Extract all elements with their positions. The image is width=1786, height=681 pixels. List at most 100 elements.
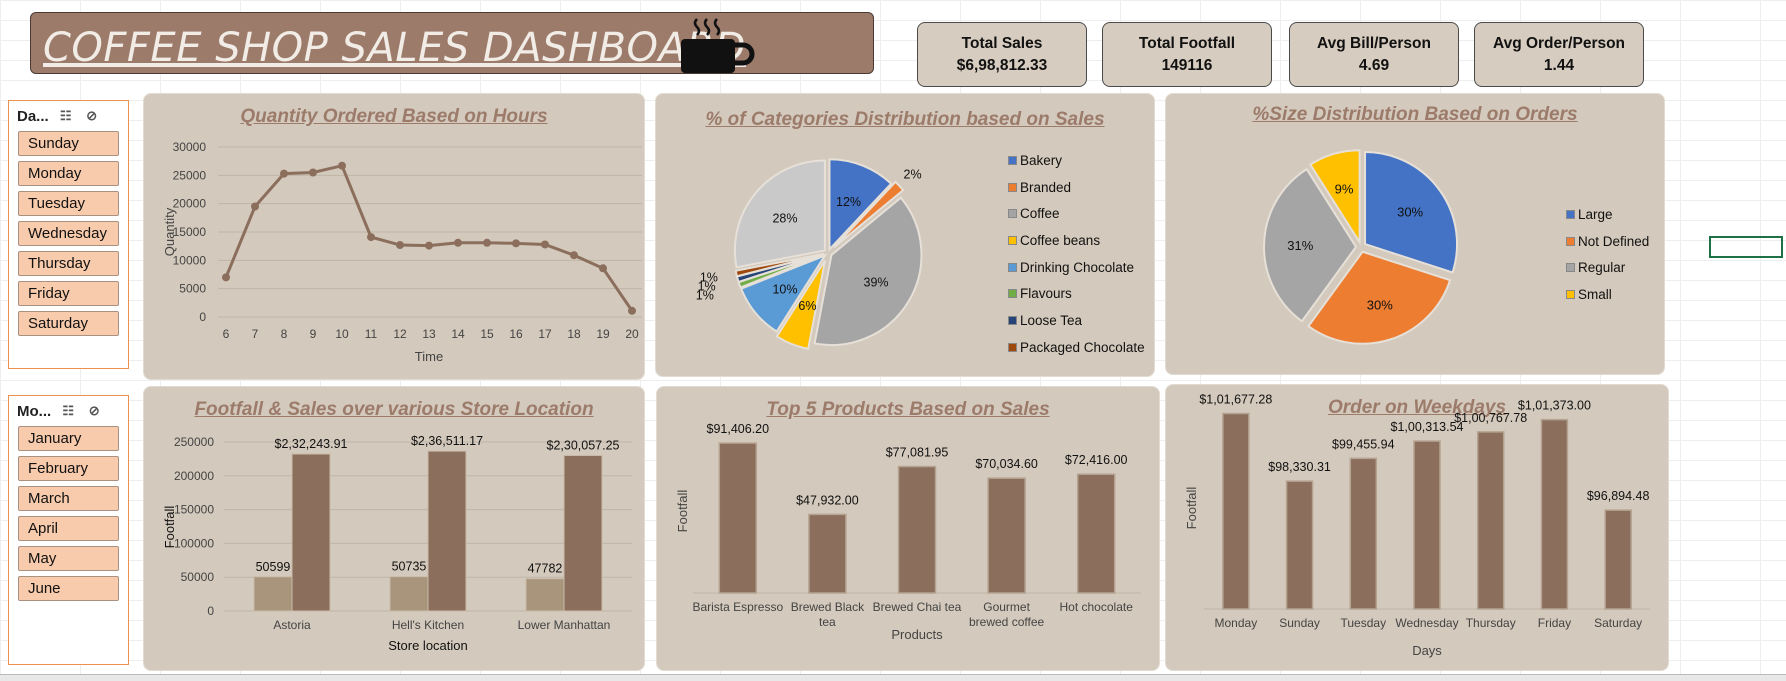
clear-filter-icon[interactable]: ⊘ xyxy=(88,403,100,418)
slice-label: 28% xyxy=(772,211,797,225)
legend-entry: Large xyxy=(1566,201,1649,228)
bar xyxy=(427,450,467,612)
x-tick-label: 11 xyxy=(365,327,378,341)
legend-entry: Loose Tea xyxy=(1008,307,1145,334)
y-tick-label: 0 xyxy=(207,604,214,618)
data-label: $1,00,767.78 xyxy=(1454,411,1527,425)
x-tick-label: Brewed Black xyxy=(791,600,865,614)
dashboard-title-banner: COFFEE SHOP SALES DASHBOARD xyxy=(30,12,874,74)
x-tick-label: Gourmet xyxy=(983,600,1030,614)
data-label: $1,01,677.28 xyxy=(1199,393,1272,407)
x-tick-label: 13 xyxy=(422,327,436,341)
data-label: 47782 xyxy=(528,562,563,576)
products-bar-chart: $91,406.20 Barista Espresso $47,932.00 Brew… xyxy=(675,422,1141,642)
slice-label: 9% xyxy=(1335,182,1354,197)
slice-label: 30% xyxy=(1367,298,1393,313)
y-tick-label: 5000 xyxy=(179,282,206,296)
legend-entry: Coffee xyxy=(1008,200,1145,227)
data-label: $2,30,057.25 xyxy=(547,438,620,452)
pie-slice xyxy=(1308,149,1361,246)
slicer-item-june[interactable]: June xyxy=(18,576,119,601)
pie-slice xyxy=(828,158,893,252)
hours-line-chart: 0 5000 10000 15000 20000 25000 30000 6 7 8 9 10 11 12… xyxy=(162,140,642,364)
x-tick-label: Tuesday xyxy=(1340,616,1386,630)
selected-cell[interactable] xyxy=(1709,236,1783,258)
chart-title: Top 5 Products Based on Sales xyxy=(766,399,1050,420)
slicer-item-thursday[interactable]: Thursday xyxy=(18,251,119,276)
data-label: $2,36,511.17 xyxy=(411,434,483,448)
slicer-item-january[interactable]: January xyxy=(18,426,119,451)
legend-label: Bakery xyxy=(1020,152,1063,168)
dashboard-title: COFFEE SHOP SALES DASHBOARD xyxy=(43,25,746,71)
x-tick-label: Wednesday xyxy=(1395,616,1458,630)
slicer-item-tuesday[interactable]: Tuesday xyxy=(18,191,119,216)
x-tick-label: 17 xyxy=(538,327,552,341)
data-label: $72,416.00 xyxy=(1065,453,1128,467)
kpi-avg-bill: Avg Bill/Person 4.69 xyxy=(1289,22,1459,87)
slice-label: 39% xyxy=(864,275,889,289)
slicer-item-monday[interactable]: Monday xyxy=(18,161,119,186)
data-point xyxy=(425,241,433,250)
x-tick-label: 6 xyxy=(223,327,230,341)
pie-slice xyxy=(739,253,828,333)
locations-bar-chart: 0 50000 100000 150000 200000 250000 50599 $2,32… xyxy=(162,434,632,653)
bar xyxy=(1476,431,1505,610)
data-point xyxy=(570,251,578,260)
slicer-item-may[interactable]: May xyxy=(18,546,119,571)
categories-pie-chart: 12%2%39%6%10%1%1%1%28% xyxy=(696,158,923,351)
data-label: $91,406.20 xyxy=(707,422,770,436)
slicer-item-sunday[interactable]: Sunday xyxy=(18,131,119,156)
x-tick-label: Brewed Chai tea xyxy=(873,600,962,614)
data-point xyxy=(396,241,404,250)
data-point xyxy=(251,202,259,211)
data-label: $47,932.00 xyxy=(796,493,859,507)
legend-entry: Branded xyxy=(1008,174,1145,201)
pie-slice xyxy=(813,196,923,347)
kpi-label: Avg Order/Person xyxy=(1492,35,1626,52)
data-point xyxy=(483,238,491,247)
bar xyxy=(897,465,937,594)
legend-swatch xyxy=(1008,235,1017,245)
weekdays-bar-chart: $1,01,677.28 Monday $98,330.31 Sunday $99,45… xyxy=(1184,393,1650,658)
products-chart-panel: Top 5 Products Based on Sales $91,406.20… xyxy=(656,386,1160,671)
y-tick-label: 10000 xyxy=(173,253,207,267)
legend-label: Drinking Chocolate xyxy=(1020,259,1135,275)
data-point xyxy=(367,233,375,242)
slicer-item-friday[interactable]: Friday xyxy=(18,281,119,306)
y-tick-label: 50000 xyxy=(181,570,215,584)
chart-title: Order on Weekdays xyxy=(1327,397,1507,418)
legend-swatch xyxy=(1008,289,1017,299)
x-tick-label: Saturday xyxy=(1594,616,1642,630)
legend-label: Regular xyxy=(1578,260,1626,276)
slicer-item-april[interactable]: April xyxy=(18,516,119,541)
bar xyxy=(987,477,1026,594)
clear-filter-icon[interactable]: ⊘ xyxy=(86,108,98,123)
data-point xyxy=(599,264,607,273)
slice-label: 1% xyxy=(700,270,718,284)
x-tick-label: Monday xyxy=(1215,616,1258,630)
x-axis-label: Time xyxy=(415,349,443,364)
slicer-item-wednesday[interactable]: Wednesday xyxy=(18,221,119,246)
data-label: $99,455.94 xyxy=(1332,437,1395,451)
y-tick-label: 30000 xyxy=(173,140,207,154)
weekdays-chart-panel: Order on Weekdays $1,01,677.28 Monday $98,… xyxy=(1165,384,1669,671)
data-label: $1,00,313.54 xyxy=(1391,420,1464,434)
slicer-item-saturday[interactable]: Saturday xyxy=(18,311,119,336)
locations-chart-panel: Footfall & Sales over various Store Loca… xyxy=(143,386,645,671)
hours-chart-panel: Quantity Ordered Based on Hours 0 5000 100… xyxy=(143,93,645,380)
multi-select-icon[interactable]: ☷ xyxy=(62,403,74,418)
multi-select-icon[interactable]: ☷ xyxy=(59,108,72,123)
legend-label: Packaged Chocolate xyxy=(1020,339,1145,355)
slicer-item-march[interactable]: March xyxy=(18,486,119,511)
legend-entry: Regular xyxy=(1566,254,1649,281)
slice-label: 30% xyxy=(1397,204,1423,219)
pie-slice xyxy=(734,252,825,278)
bar xyxy=(1076,473,1116,594)
x-tick-label: 14 xyxy=(451,327,465,341)
slicer-item-february[interactable]: February xyxy=(18,456,119,481)
kpi-total-sales: Total Sales $6,98,812.33 xyxy=(917,22,1087,87)
legend-entry: Packaged Chocolate xyxy=(1008,334,1145,361)
slicer-title: Da... xyxy=(17,107,49,125)
chart-title: % of Categories Distribution based on Sa… xyxy=(705,109,1105,130)
kpi-value: 149116 xyxy=(1161,57,1213,74)
